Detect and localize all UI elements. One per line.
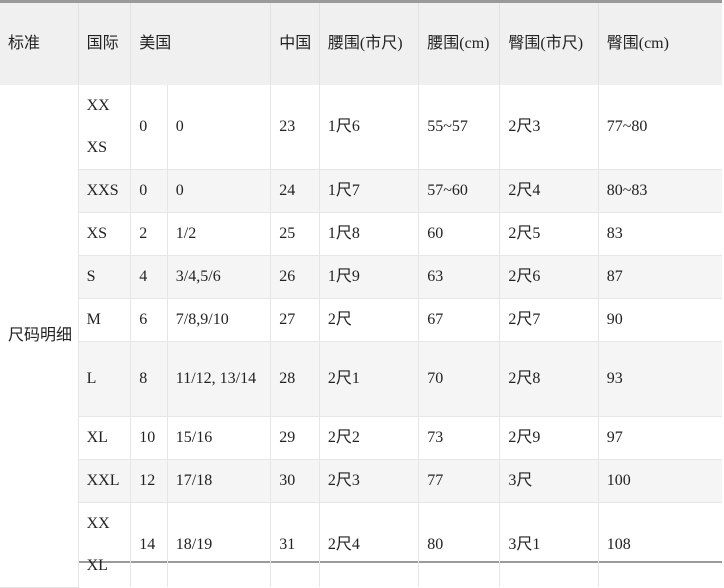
cell-waist-shi: 2尺2 (319, 416, 420, 460)
cell-intl: L (78, 341, 132, 417)
table-row: XS 2 1/2 25 1尺8 60 2尺5 83 (0, 212, 722, 256)
table-header: 标准 国际 美国 中国 腰围(市尺) 腰围(cm) 臀围(市尺) 臀围(cm) (0, 3, 722, 85)
cell-waist-cm: 60 (418, 212, 501, 256)
cell-intl: S (78, 255, 132, 299)
header-row: 标准 国际 美国 中国 腰围(市尺) 腰围(cm) 臀围(市尺) 臀围(cm) (0, 3, 722, 85)
cell-us-size: 17/18 (167, 459, 272, 503)
cell-hip-shi: 2尺6 (499, 255, 599, 299)
cell-waist-shi: 1尺8 (319, 212, 420, 256)
cell-us-num: 10 (130, 416, 168, 460)
cell-hip-cm: 83 (598, 212, 722, 256)
cell-waist-cm: 57~60 (418, 169, 501, 213)
table-row: 尺码明细 XX XS 0 0 23 1尺6 55~57 2尺3 77~80 (0, 85, 722, 588)
header-intl: 国际 (78, 3, 132, 85)
cell-intl: XXL (78, 459, 132, 503)
table-row: L 8 11/12, 13/14 28 2尺1 70 2尺8 93 (0, 341, 722, 417)
cell-hip-shi: 2尺5 (499, 212, 599, 256)
cell-waist-shi: 2尺 (319, 298, 420, 342)
cell-hip-cm: 108 (606, 536, 631, 553)
cell-waist-shi: 2尺3 (319, 459, 420, 503)
cell-china: 24 (270, 169, 320, 213)
cell-us-num: 6 (130, 298, 168, 342)
header-hip-shi: 臀围(市尺) (499, 3, 599, 85)
cell-us-num: 8 (130, 341, 168, 417)
cell-us-num: 0 (130, 169, 168, 213)
header-waist-cm: 腰围(cm) (418, 3, 501, 85)
cell-waist-cm: 77 (418, 459, 501, 503)
cell-us-num: 12 (130, 459, 168, 503)
cell-hip-cm: 77~80 (598, 85, 722, 170)
cell-hip-shi: 3尺1 (499, 502, 599, 587)
table-row: M 6 7/8,9/10 27 2尺 67 2尺7 90 (0, 298, 722, 342)
cell-waist-shi: 2尺1 (319, 341, 420, 417)
cell-hip-shi: 2尺8 (499, 341, 599, 417)
cell-waist-cm: 63 (418, 255, 501, 299)
size-chart-table: 标准 国际 美国 中国 腰围(市尺) 腰围(cm) 臀围(市尺) 臀围(cm) … (0, 3, 722, 588)
cell-hip-shi: 2尺4 (499, 169, 599, 213)
header-hip-cm: 臀围(cm) (598, 3, 722, 85)
cell-intl: XX XL (78, 502, 132, 587)
cell-us-size: 7/8,9/10 (167, 298, 272, 342)
cell-china: 30 (270, 459, 320, 503)
cell-hip-shi: 2尺3 (499, 85, 599, 170)
cell-waist-cm: 70 (418, 341, 501, 417)
cell-hip-cm: 80~83 (598, 169, 722, 213)
header-us: 美国 (130, 3, 272, 85)
cell-china: 29 (270, 416, 320, 460)
cell-waist-shi: 2尺4 (319, 502, 420, 587)
cell-china: 28 (270, 341, 320, 417)
cell-hip-cm: 100 (598, 459, 722, 503)
table-row: XXL 12 17/18 30 2尺3 77 3尺 100 (0, 459, 722, 503)
table-row: S 4 3/4,5/6 26 1尺9 63 2尺6 87 (0, 255, 722, 299)
header-waist-shi: 腰围(市尺) (319, 3, 420, 85)
cell-us-num: 4 (130, 255, 168, 299)
table-row: XX XL 14 18/19 31 2尺4 80 3尺1 108 (0, 502, 722, 587)
cell-us-size: 0 (167, 85, 272, 170)
cell-hip-cm: 90 (598, 298, 722, 342)
cell-us-size: 0 (167, 169, 272, 213)
cell-waist-shi: 1尺6 (319, 85, 420, 170)
header-china: 中国 (270, 3, 320, 85)
cell-us-size: 11/12, 13/14 (167, 341, 272, 417)
cell-us-num: 2 (130, 212, 168, 256)
table-body: 尺码明细 XX XS 0 0 23 1尺6 55~57 2尺3 77~80 XX… (0, 85, 722, 588)
cell-intl: XX XS (78, 85, 132, 170)
cell-hip-shi: 3尺 (499, 459, 599, 503)
cell-intl: M (78, 298, 132, 342)
cell-china: 31 (270, 502, 320, 587)
header-standard: 标准 (0, 3, 79, 85)
cell-waist-cm: 73 (418, 416, 501, 460)
cell-china: 26 (270, 255, 320, 299)
table-row: XL 10 15/16 29 2尺2 73 2尺9 97 (0, 416, 722, 460)
cell-intl: XL (78, 416, 132, 460)
cell-waist-cm: 80 (418, 502, 501, 587)
cell-hip-shi: 2尺7 (499, 298, 599, 342)
cell-waist-cm: 55~57 (418, 85, 501, 170)
cell-china: 27 (270, 298, 320, 342)
cell-china: 23 (270, 85, 320, 170)
standard-label: 尺码明细 (0, 85, 79, 588)
cell-us-num: 14 (130, 502, 168, 587)
cell-waist-cm: 67 (418, 298, 501, 342)
cell-china: 25 (270, 212, 320, 256)
cell-hip-cm: 93 (598, 341, 722, 417)
cell-waist-shi: 1尺7 (319, 169, 420, 213)
cell-waist-shi: 1尺9 (319, 255, 420, 299)
cell-intl: XS (78, 212, 132, 256)
cell-hip-cm: 97 (598, 416, 722, 460)
cell-us-size: 18/19 (167, 502, 272, 587)
cell-hip-shi: 2尺9 (499, 416, 599, 460)
cell-intl: XXS (78, 169, 132, 213)
table-row: XXS 0 0 24 1尺7 57~60 2尺4 80~83 (0, 169, 722, 213)
cell-us-size: 3/4,5/6 (167, 255, 272, 299)
cell-hip-cm: 87 (598, 255, 722, 299)
cell-us-size: 1/2 (167, 212, 272, 256)
cell-us-num: 0 (130, 85, 168, 170)
cell-us-size: 15/16 (167, 416, 272, 460)
